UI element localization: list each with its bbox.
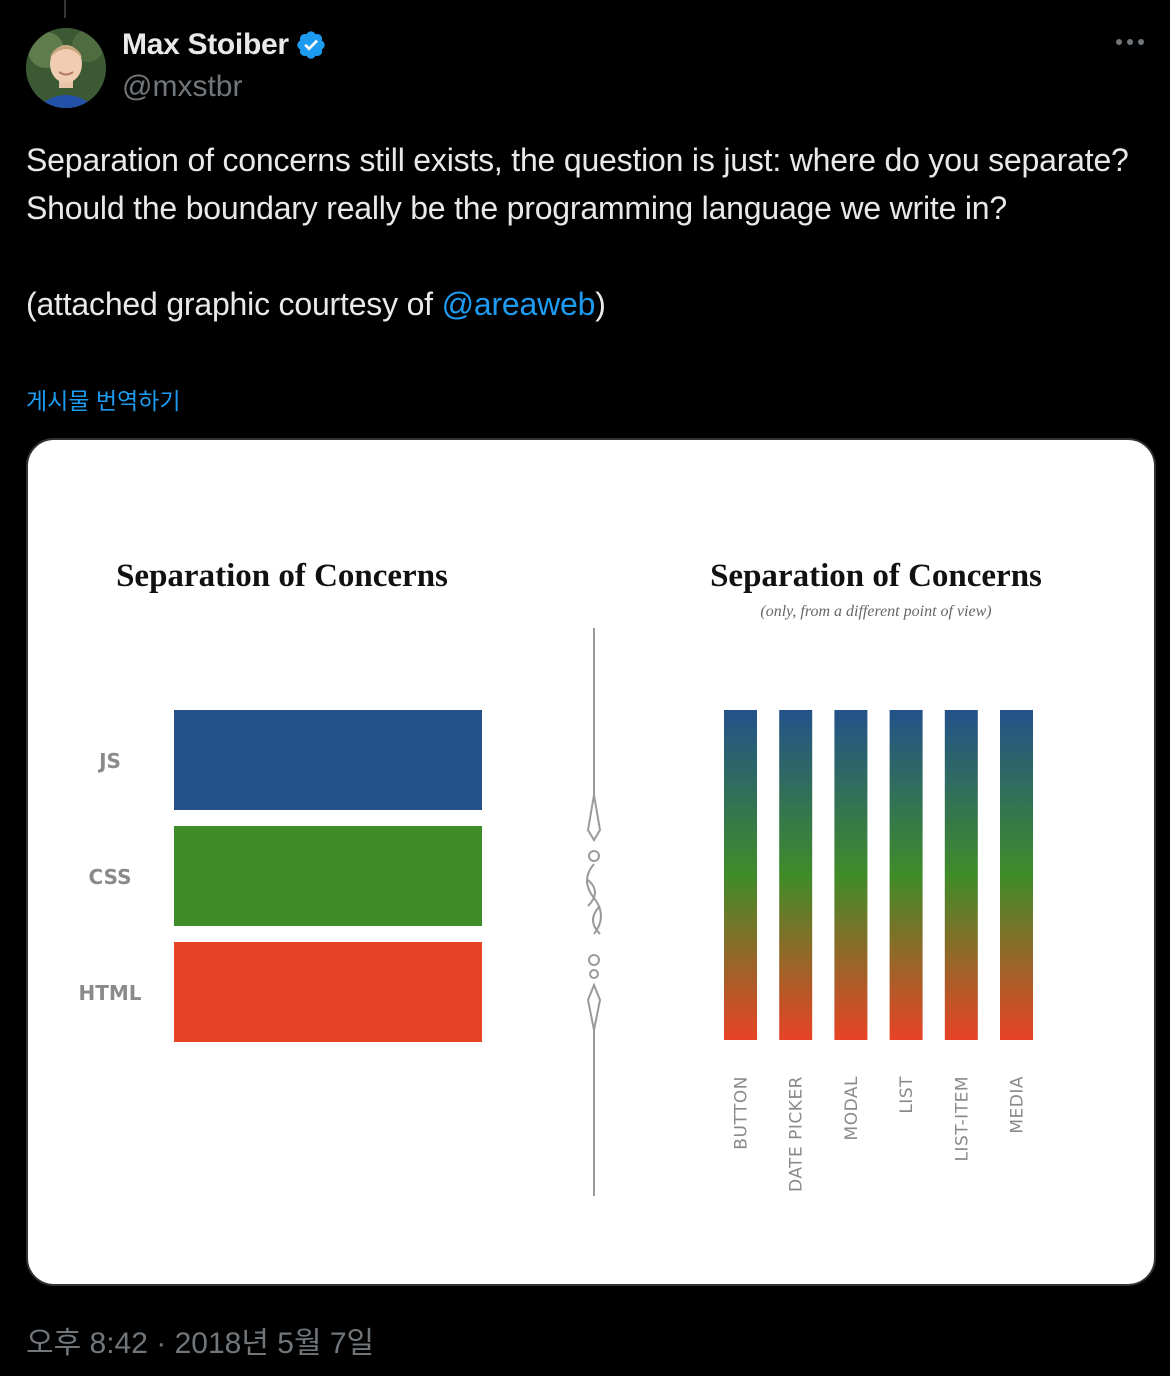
component-column <box>889 710 923 1040</box>
avatar[interactable] <box>26 28 106 108</box>
avatar-photo <box>26 28 106 108</box>
author-name-row[interactable]: Max Stoiber <box>122 28 327 62</box>
right-subtitle: (only, from a different point of view) <box>760 603 991 620</box>
verified-badge-icon <box>297 31 325 59</box>
layer-bar-css <box>174 826 482 926</box>
right-title: Separation of Concerns <box>710 558 1042 594</box>
layer-label-css: CSS <box>89 865 132 889</box>
layer-bar-html <box>174 942 482 1042</box>
separation-of-concerns-graphic: Separation of Concerns JS CSS HTML Separat… <box>78 558 1042 1196</box>
tweet-paragraph-1: Separation of concerns still exists, the… <box>26 142 1129 226</box>
tweet-paragraph-2-prefix: (attached graphic courtesy of <box>26 286 442 322</box>
tweet-text: Separation of concerns still exists, the… <box>26 136 1144 328</box>
right-columns: BUTTON DATE PICKER MODAL LIST LIST-ITEM MEDIA <box>724 710 1033 1192</box>
component-column-label: MODAL <box>842 1076 862 1140</box>
attached-image[interactable]: Separation of Concerns JS CSS HTML Separat… <box>26 438 1156 1286</box>
post-timestamp[interactable]: 오후 8:42 · 2018년 5월 7일 <box>26 1327 375 1360</box>
component-column-label: LIST <box>897 1076 917 1114</box>
component-column-label: BUTTON <box>732 1076 752 1150</box>
component-column-label: DATE PICKER <box>787 1076 807 1192</box>
divider-ornament <box>586 628 602 1196</box>
more-dots-icon[interactable] <box>1112 30 1148 54</box>
component-column <box>834 710 868 1040</box>
thread-connector-line <box>64 0 66 18</box>
left-layers: JS CSS HTML <box>78 710 482 1042</box>
author-handle[interactable]: @mxstbr <box>122 70 243 103</box>
tweet-paragraph-2: (attached graphic courtesy of @areaweb) <box>26 280 1144 328</box>
component-column <box>1000 710 1033 1040</box>
tweet-paragraph-2-suffix: ) <box>595 286 606 322</box>
component-column <box>779 710 813 1040</box>
component-column-label: LIST-ITEM <box>952 1076 972 1162</box>
translate-post-link[interactable]: 게시물 번역하기 <box>26 388 181 414</box>
left-title: Separation of Concerns <box>116 558 448 594</box>
component-column <box>724 710 757 1040</box>
mention-link[interactable]: @areaweb <box>441 286 596 322</box>
component-column-label: MEDIA <box>1008 1076 1028 1134</box>
layer-label-html: HTML <box>78 981 141 1005</box>
layer-label-js: JS <box>97 749 121 773</box>
component-column <box>944 710 978 1040</box>
author-name[interactable]: Max Stoiber <box>122 28 289 61</box>
layer-bar-js <box>174 710 482 810</box>
